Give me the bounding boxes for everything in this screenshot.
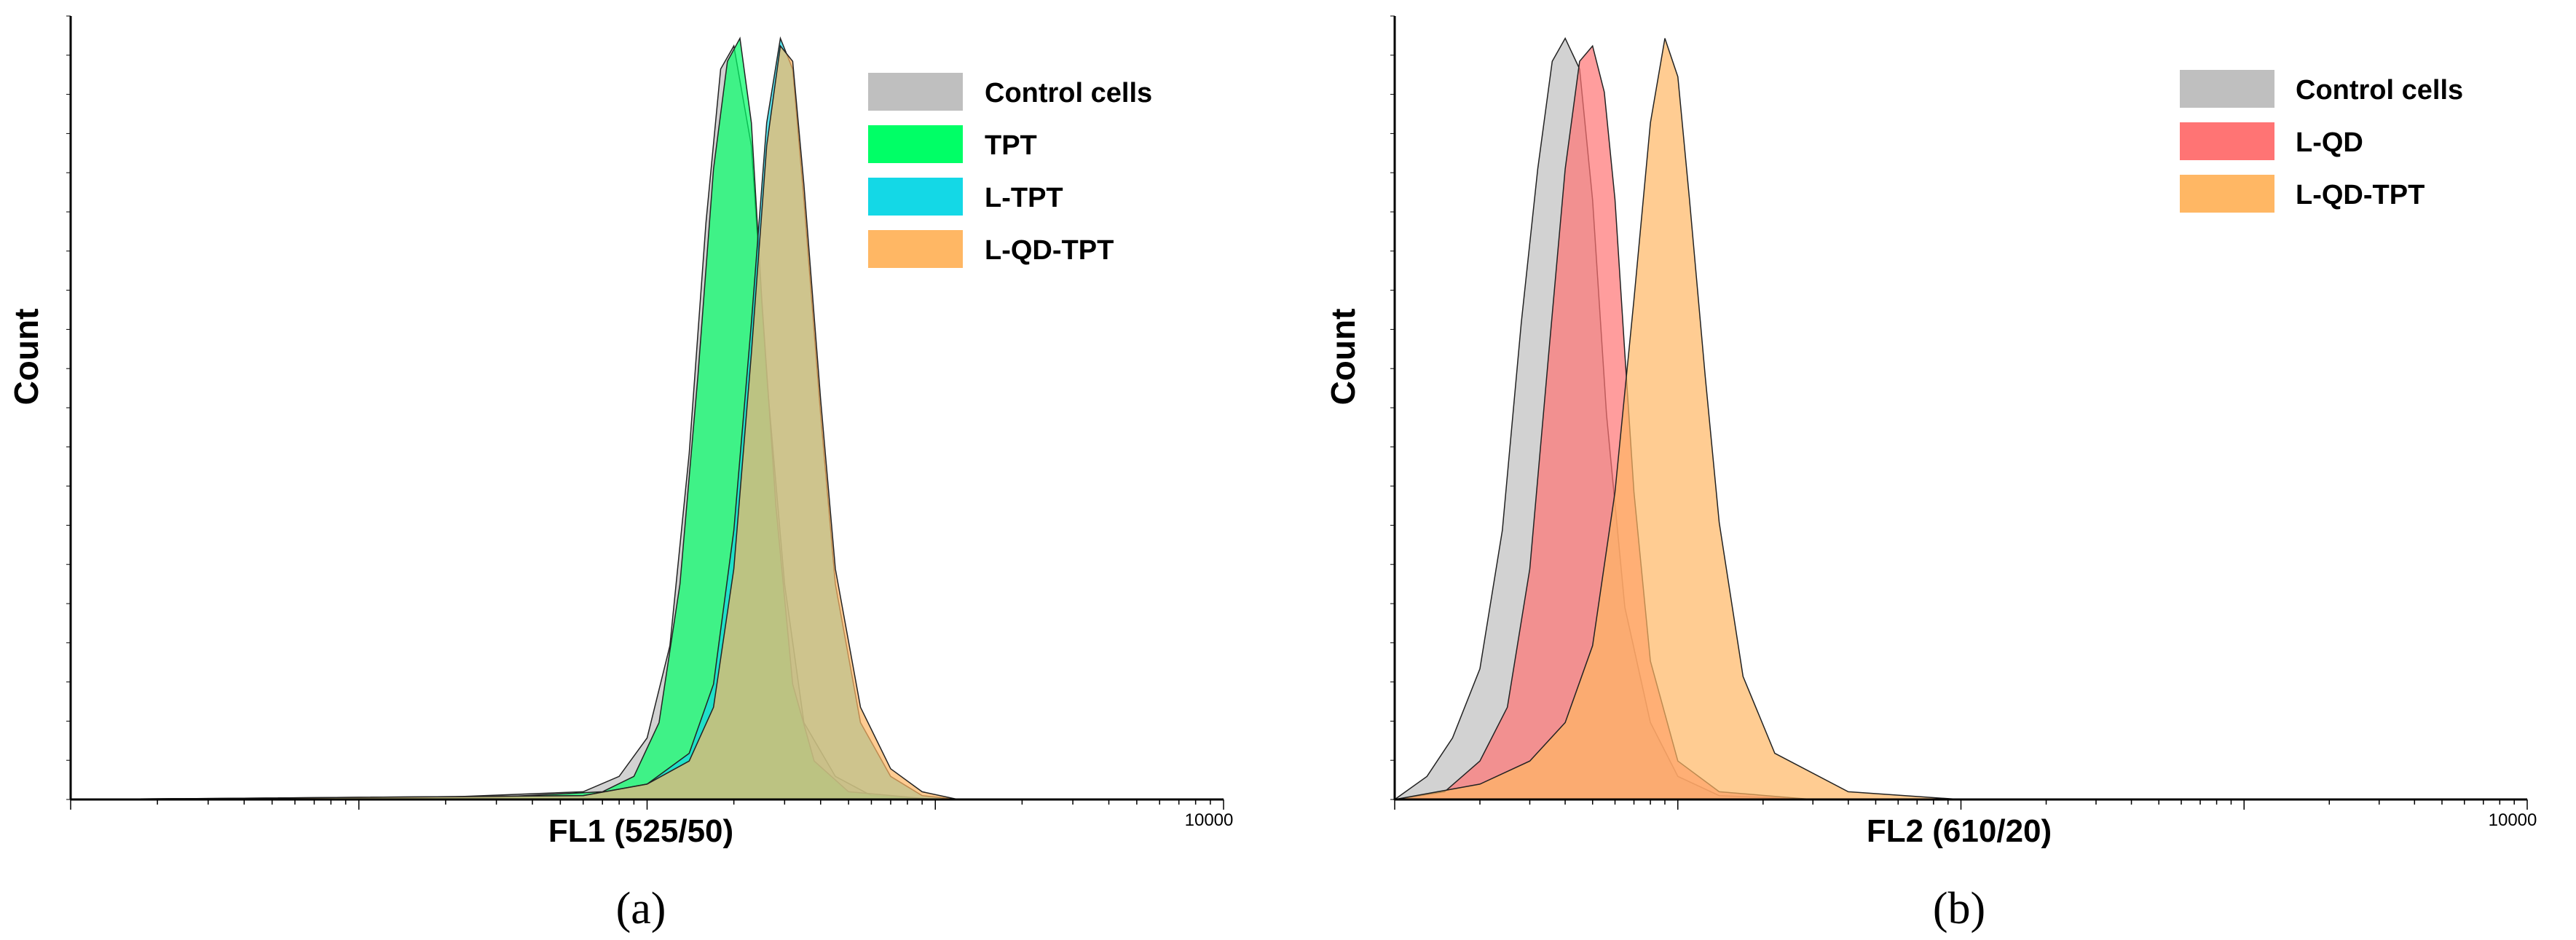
legend-label: L-TPT <box>985 183 1063 213</box>
series-area-l-qd-tpt <box>70 44 958 800</box>
legend: Control cells TPT L-TPT L-QD-TPT <box>868 73 1152 268</box>
legend-swatch <box>868 73 963 111</box>
y-axis-title: Count <box>7 309 45 406</box>
x-axis-title: FL2 (610/20) <box>1867 813 2052 849</box>
legend-label: L-QD <box>2296 127 2363 158</box>
legend-swatch <box>2180 122 2274 160</box>
legend-swatch <box>2180 70 2274 108</box>
panel-label: (b) <box>1933 884 1985 933</box>
panel-a: 10000 FL1 (525/50) Count (a) Control cells TP… <box>7 15 1234 933</box>
x-axis-title: FL1 (525/50) <box>548 813 733 849</box>
panel-b: 10000 FL2 (610/20) Count (b) Control cells L-… <box>1324 15 2537 933</box>
x-tick-label: 10000 <box>1185 810 1234 830</box>
legend-swatch <box>868 230 963 268</box>
legend-label: TPT <box>985 130 1037 161</box>
series-area-l-qd-tpt <box>1394 38 1961 800</box>
legend-label: Control cells <box>2296 75 2463 106</box>
legend-swatch <box>868 125 963 163</box>
legend: Control cells L-QD L-QD-TPT <box>2180 70 2463 213</box>
legend-label: Control cells <box>985 78 1152 108</box>
panel-label: (a) <box>616 884 666 933</box>
legend-label: L-QD-TPT <box>2296 180 2425 210</box>
x-tick-label: 10000 <box>2489 810 2537 830</box>
legend-swatch <box>2180 175 2274 213</box>
y-axis-title: Count <box>1324 309 1362 406</box>
legend-label: L-QD-TPT <box>985 235 1114 266</box>
legend-swatch <box>868 178 963 216</box>
